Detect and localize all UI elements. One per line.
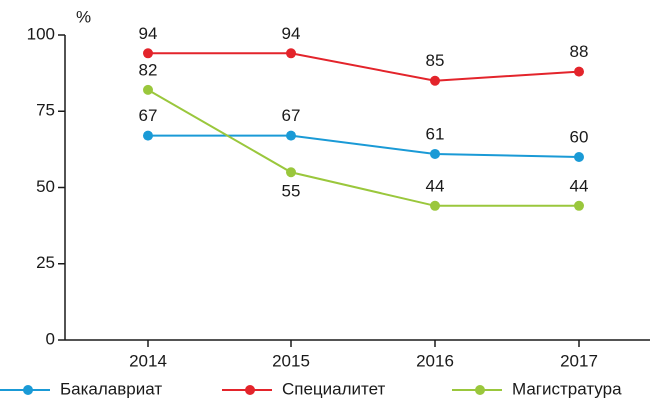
point <box>430 148 440 159</box>
point <box>430 200 440 211</box>
legend-label: Бакалавриат <box>60 379 162 398</box>
legend-marker <box>245 385 255 395</box>
point <box>574 200 584 211</box>
data-label: 85 <box>426 51 445 70</box>
x-tick-label: 2015 <box>272 351 310 370</box>
data-label: 44 <box>570 176 589 195</box>
data-label: 88 <box>570 42 589 61</box>
legend-marker <box>475 385 485 395</box>
data-label: 60 <box>570 127 589 146</box>
series-line <box>147 89 579 207</box>
point <box>430 75 440 86</box>
data-label: 67 <box>282 106 301 125</box>
legend-label: Специалитет <box>282 379 386 398</box>
y-tick-label: 0 <box>46 329 55 348</box>
point <box>143 84 153 95</box>
series-line <box>148 52 580 82</box>
data-label: 44 <box>426 176 445 195</box>
legend-label: Магистратура <box>512 379 622 398</box>
point <box>286 48 296 59</box>
data-label: 94 <box>282 24 301 43</box>
y-tick-label: 50 <box>36 177 55 196</box>
data-label: 55 <box>282 182 301 201</box>
y-unit: % <box>76 7 91 26</box>
point <box>143 130 153 141</box>
data-label: 82 <box>139 60 158 79</box>
y-tick-label: 25 <box>36 253 55 272</box>
x-tick-label: 2016 <box>416 351 454 370</box>
point <box>143 48 153 59</box>
point <box>286 167 296 178</box>
point <box>574 66 584 77</box>
x-tick-label: 2014 <box>129 351 167 370</box>
point <box>574 152 584 162</box>
point <box>286 130 296 141</box>
data-label: 67 <box>139 106 158 125</box>
y-tick-label: 75 <box>36 101 55 120</box>
legend-marker <box>23 385 33 395</box>
x-tick-label: 2017 <box>560 351 598 370</box>
series-line <box>148 134 580 158</box>
y-tick-label: 100 <box>27 24 55 43</box>
data-label: 61 <box>426 124 445 143</box>
data-label: 94 <box>139 24 158 43</box>
